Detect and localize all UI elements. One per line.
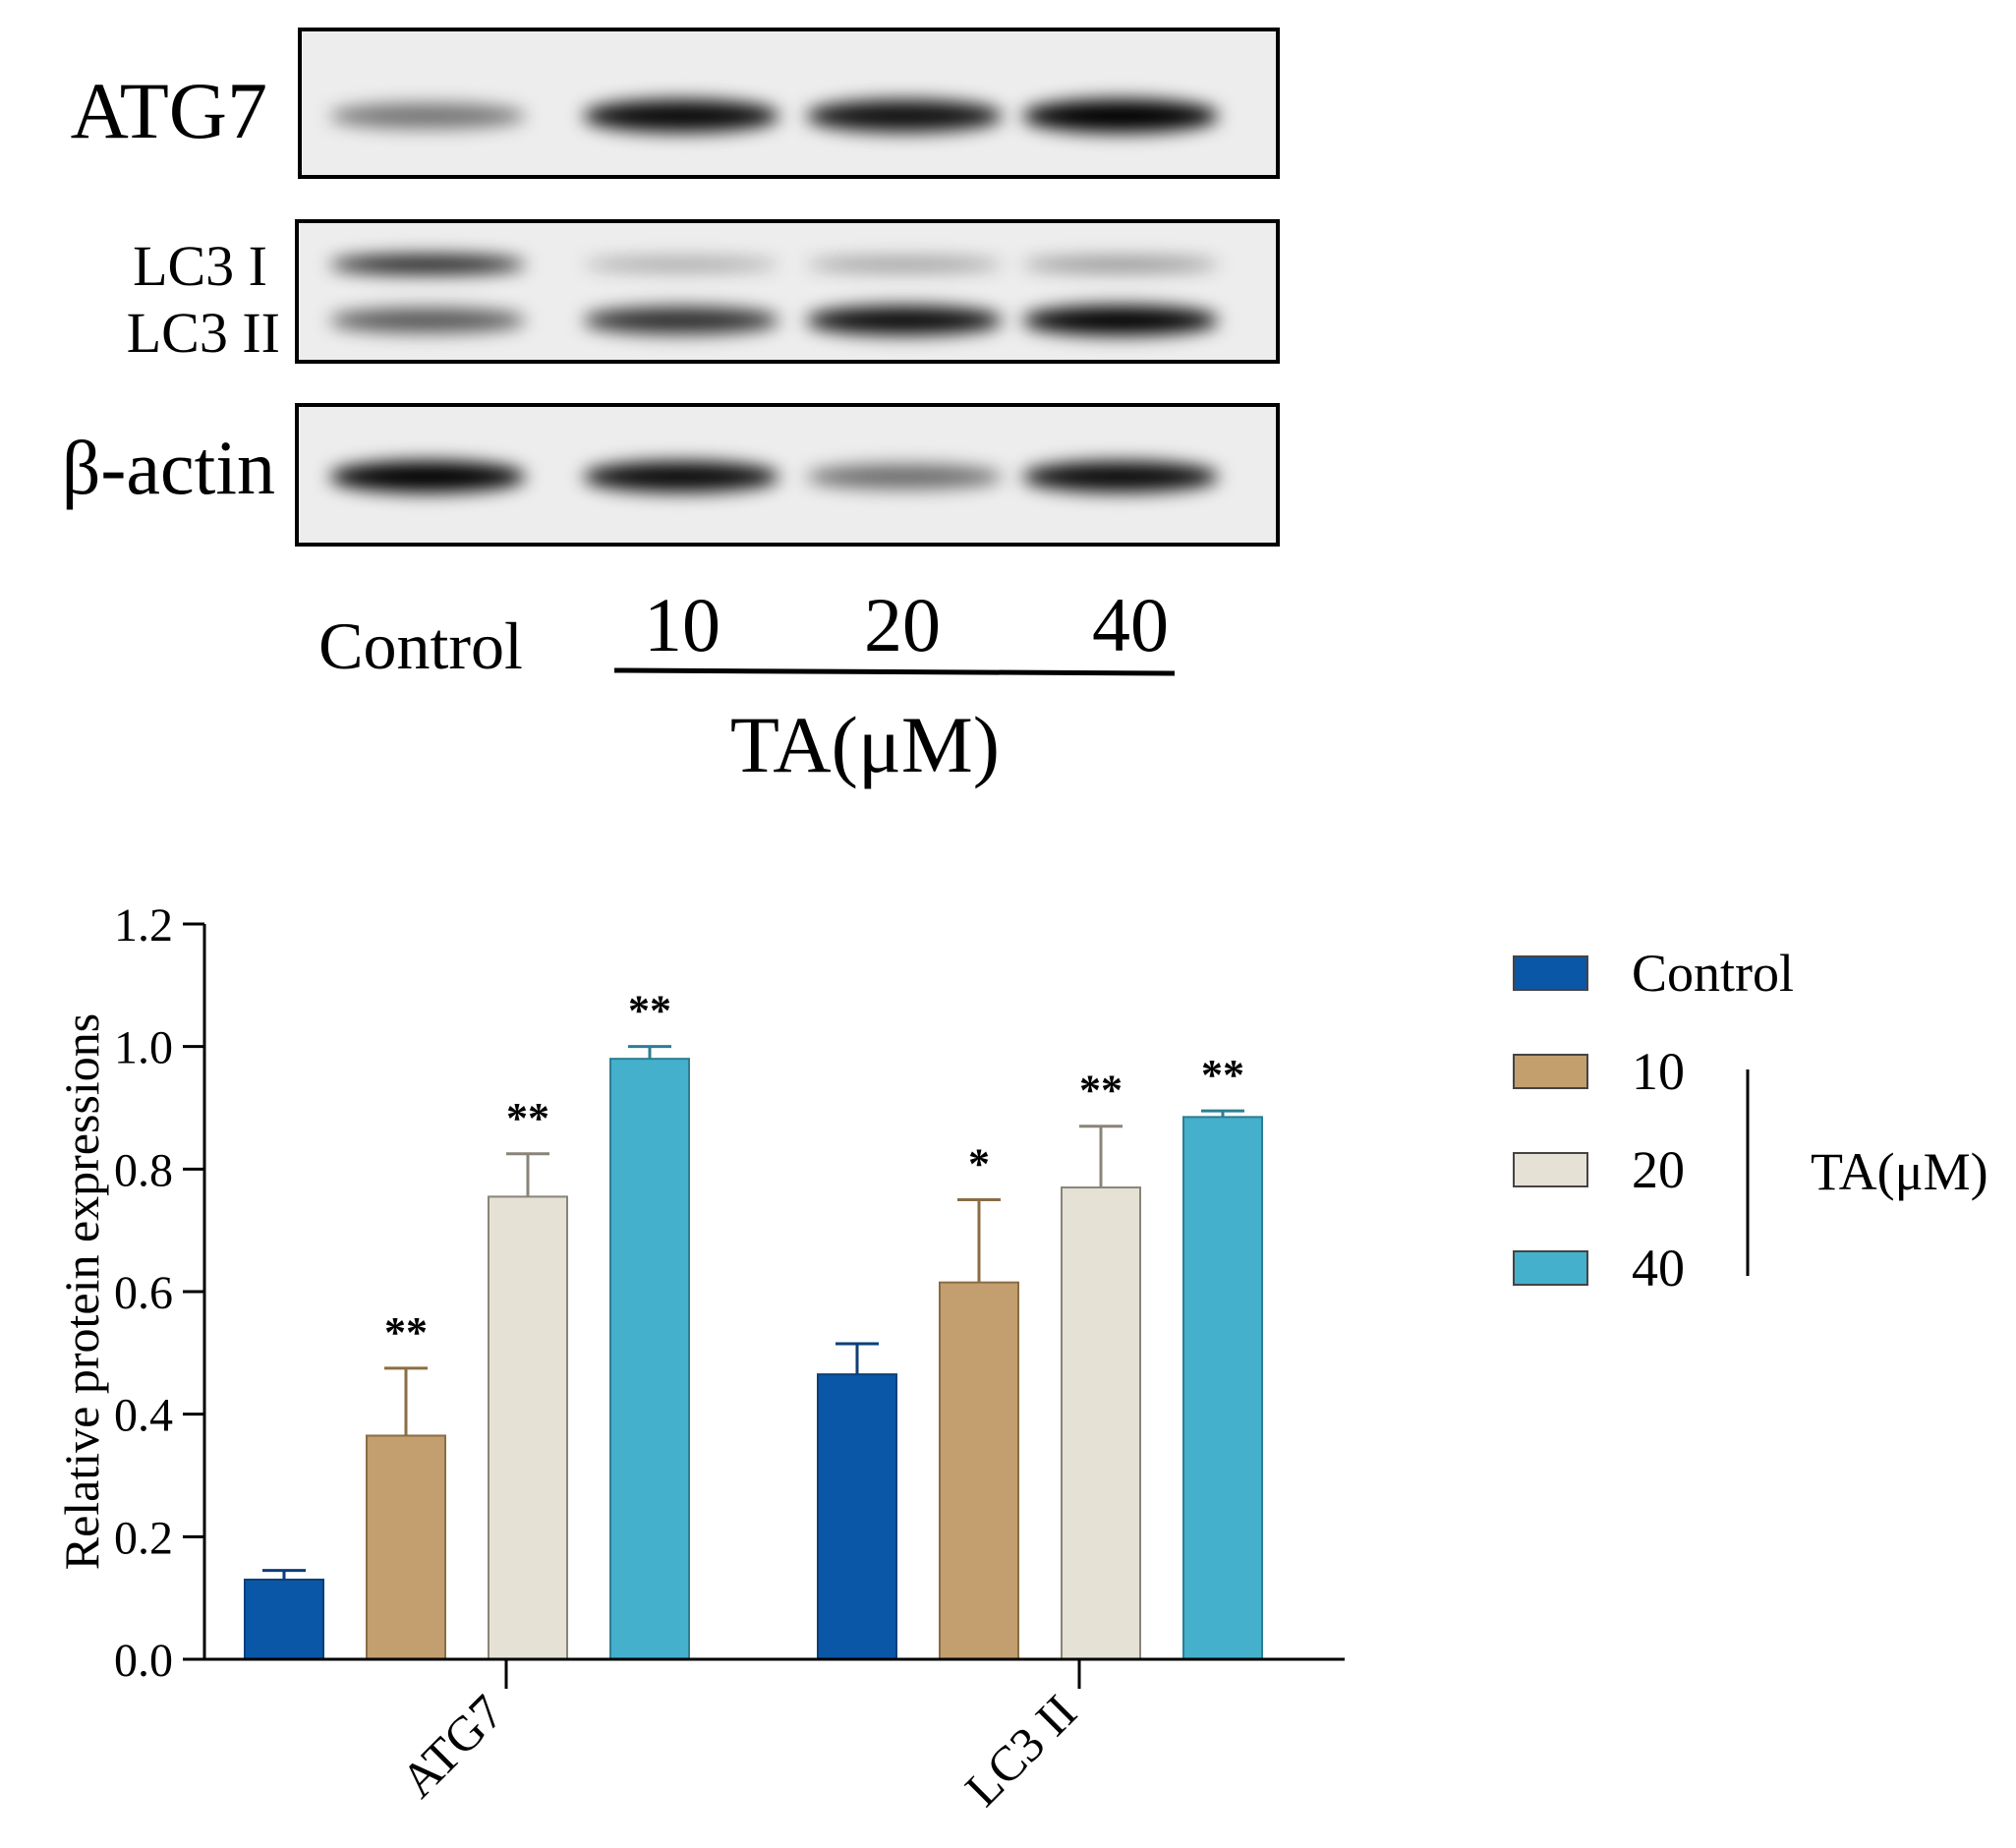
blot-band-atg7-r0-lane-3 (1022, 99, 1219, 133)
blot-band-lc3-r1-lane-1 (583, 307, 779, 334)
lane-label-control: Control (318, 608, 523, 683)
blot-panel-lc3: LC3 I LC3 II (127, 219, 1280, 365)
lane-label-40: 40 (1092, 582, 1169, 667)
legend-item-control: Control (1513, 944, 1794, 1003)
treatment-bracket (613, 667, 1176, 676)
chart-bars (244, 1058, 1263, 1661)
legend-item-10: 10 (1513, 1042, 1685, 1101)
lane-label-20: 20 (864, 582, 941, 667)
bar-control-lc3-ii (817, 1373, 897, 1661)
blot-band-atg7-r0-lane-1 (583, 99, 779, 133)
blot-band-beta-actin-r0-lane-0 (329, 461, 526, 492)
western-blot: ATG7 LC3 I LC3 II β-actin Control 10 20 … (62, 28, 1280, 789)
sig-label-20-0: ** (506, 1094, 549, 1142)
legend-group-label: TA(μM) (1811, 1142, 1988, 1201)
blot-label-beta-actin: β-actin (62, 425, 275, 510)
legend-label-10: 10 (1632, 1042, 1685, 1101)
legend-item-40: 40 (1513, 1239, 1685, 1298)
blot-band-lc3-r0-lane-3 (1022, 257, 1219, 272)
x-category-label-atg7: ATG7 (390, 1684, 514, 1808)
band-row-lc3-ii (329, 306, 1219, 335)
chart-errorbars (262, 1045, 1244, 1580)
y-tick-label-1: 0.2 (114, 1512, 173, 1564)
y-tick-label-2: 0.4 (114, 1390, 173, 1442)
bar-chart: 0.00.20.40.60.81.01.2 *********** ATG7 L… (54, 899, 1345, 1817)
sig-label-40-1: ** (1201, 1051, 1244, 1099)
legend-swatch-control (1513, 955, 1588, 991)
blot-label-lc3-i: LC3 I (133, 234, 267, 298)
blot-band-beta-actin-r0-lane-3 (1022, 461, 1219, 492)
blot-band-lc3-r1-lane-3 (1022, 306, 1219, 335)
legend: Control 10 20 40 TA(μM) (1513, 944, 1988, 1298)
bar-40-lc3-ii (1182, 1116, 1263, 1660)
bar-40-atg7 (609, 1058, 690, 1660)
band-row-beta-actin (329, 461, 1219, 492)
sig-label-10-0: ** (384, 1308, 428, 1357)
treatment-label: TA(μM) (730, 700, 1000, 789)
bar-20-atg7 (488, 1195, 568, 1660)
blot-band-lc3-r0-lane-2 (806, 258, 1003, 271)
blot-band-atg7-r0-lane-2 (806, 99, 1003, 133)
legend-swatch-20 (1513, 1152, 1588, 1187)
chart-gridless-ticks: 0.0 0.2 0.4 0.6 0.8 1.0 1.2 (114, 899, 204, 1687)
y-tick-label-6: 1.2 (114, 899, 173, 952)
blot-label-lc3-ii: LC3 II (127, 301, 280, 365)
y-axis-title: Relative protein expressions (54, 1013, 109, 1571)
chart-sig-labels: *********** (384, 987, 1244, 1357)
band-row-atg7 (329, 99, 1219, 133)
legend-label-20: 20 (1632, 1140, 1685, 1199)
blot-band-lc3-r0-lane-1 (583, 258, 779, 271)
legend-label-control: Control (1632, 944, 1794, 1003)
band-row-lc3-i (329, 255, 1219, 274)
blot-panel-atg7: ATG7 (71, 28, 1280, 179)
legend-item-20: 20 (1513, 1140, 1685, 1199)
x-category-label-lc3-ii: LC3 II (954, 1684, 1087, 1817)
legend-swatch-10 (1513, 1054, 1588, 1089)
sig-label-40-0: ** (628, 987, 671, 1035)
y-tick-label-5: 1.0 (114, 1022, 173, 1074)
y-tick-label-0: 0.0 (114, 1635, 173, 1687)
blot-panel-beta-actin: β-actin (62, 403, 1280, 547)
blot-label-atg7: ATG7 (71, 66, 267, 155)
blot-band-atg7-r0-lane-0 (329, 103, 526, 129)
sig-label-20-1: ** (1079, 1067, 1123, 1115)
blot-band-lc3-r0-lane-0 (329, 255, 526, 274)
y-tick-label-3: 0.6 (114, 1267, 173, 1319)
blot-band-lc3-r1-lane-2 (806, 306, 1003, 335)
lane-label-10: 10 (644, 582, 720, 667)
y-tick-label-4: 0.8 (114, 1144, 173, 1196)
blot-frame-lc3 (295, 219, 1280, 364)
bar-10-lc3-ii (939, 1281, 1019, 1661)
blot-band-beta-actin-r0-lane-2 (806, 464, 1003, 490)
legend-label-40: 40 (1632, 1239, 1685, 1298)
sig-label-10-1: * (968, 1140, 990, 1188)
bar-control-atg7 (244, 1578, 324, 1661)
blot-band-lc3-r1-lane-0 (329, 308, 526, 333)
bar-10-atg7 (366, 1434, 446, 1660)
legend-swatch-40 (1513, 1250, 1588, 1286)
blot-band-beta-actin-r0-lane-1 (583, 461, 779, 492)
bar-20-lc3-ii (1061, 1186, 1141, 1660)
